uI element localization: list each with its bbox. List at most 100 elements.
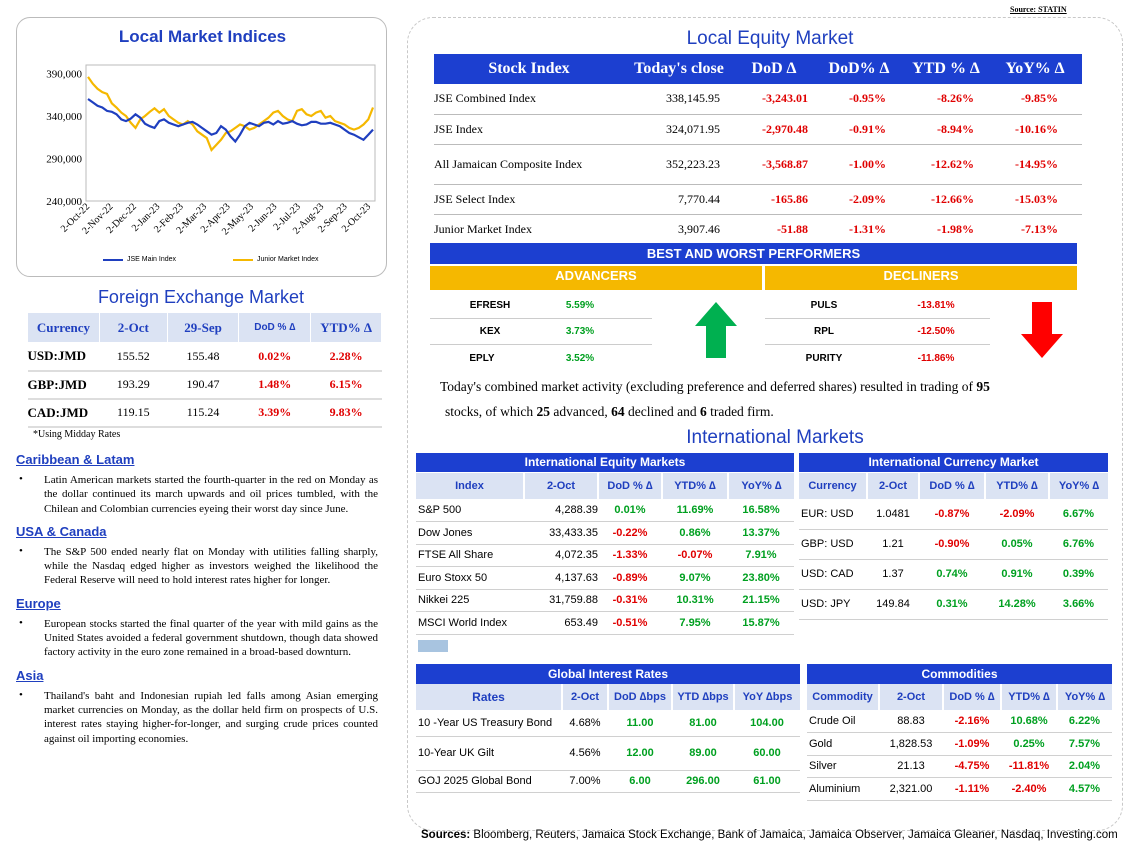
commodities-title: Commodities <box>807 664 1112 684</box>
index-dod: -1.33% <box>598 544 662 567</box>
commodity-dod: -2.16% <box>943 710 1001 733</box>
series-line-junior-market-index <box>87 76 375 153</box>
intl-equity-header: Index <box>416 473 525 499</box>
intl-equity-header: DoD % ∆ <box>598 473 663 499</box>
commodity-dod: -4.75% <box>943 755 1001 778</box>
rate-dod: 11.00 <box>608 710 672 737</box>
index-yoy: 23.80% <box>728 566 794 590</box>
chart-plot-area <box>85 64 376 202</box>
intl-currency-title: International Currency Market <box>799 453 1108 472</box>
sources-label: Sources: <box>421 829 471 841</box>
currency-ytd: 14.28% <box>985 589 1049 620</box>
rate-ytd: 81.00 <box>672 710 734 737</box>
intl-equity-row: Dow Jones 33,433.35 -0.22% 0.86% 13.37% <box>416 521 794 545</box>
commodities-header: Commodity <box>807 684 880 710</box>
index-ytd: 11.69% <box>662 499 728 522</box>
intl-currency-header: YoY% ∆ <box>1058 480 1100 492</box>
intl-equity-row: Nikkei 225 31,759.88 -0.31% 10.31% 21.15% <box>416 589 794 612</box>
fx-value: 155.48 <box>167 342 239 372</box>
news-text: European stocks started the final quarte… <box>44 617 378 659</box>
index-name: Nikkei 225 <box>416 589 524 612</box>
intl-title: International Markets <box>686 427 864 448</box>
fx-dod: 0.02% <box>238 342 311 372</box>
decliner-ticker: RPL <box>814 326 834 337</box>
decliner-row: PULS -13.81% <box>765 293 990 319</box>
fx-dod: 1.48% <box>238 370 311 400</box>
currency-pair: EUR: USD <box>799 499 867 530</box>
index-yoy: 21.15% <box>728 589 794 612</box>
index-dod: -0.89% <box>598 566 662 590</box>
legend-junior: Junior Market Index <box>233 256 318 263</box>
advancer-ticker: EFRESH <box>469 300 511 311</box>
fx-table: Currency 2-Oct 29-Sep DoD % ∆ YTD% ∆ USD… <box>27 312 382 428</box>
equity-row: Junior Market Index 3,907.46 -51.88 -1.3… <box>434 214 1082 244</box>
rate-dod: 6.00 <box>608 770 672 793</box>
fx-note: *Using Midday Rates <box>33 429 121 440</box>
equity-title: Local Equity Market <box>686 28 854 49</box>
rates-row: 10 -Year US Treasury Bond 4.68% 11.00 81.00… <box>416 710 800 737</box>
summary-text: traded firm. <box>706 404 774 419</box>
fx-header: DoD % ∆ <box>238 312 312 343</box>
currency-rate: 1.0481 <box>867 499 919 530</box>
equity-header: YoY% ∆ <box>1005 60 1065 77</box>
bullet-icon: • <box>19 616 23 629</box>
commodities-header: YoY% ∆ <box>1064 691 1106 703</box>
equity-header: Today's close <box>634 60 724 77</box>
equity-dodpct: -1.31% <box>849 221 886 236</box>
index-name: S&P 500 <box>416 499 524 522</box>
decliner-ticker: PURITY <box>805 352 843 364</box>
decliner-row: PURITY -11.86% <box>765 345 990 371</box>
index-close: 31,759.88 <box>524 589 598 612</box>
currency-rate: 149.84 <box>867 589 919 620</box>
news-section: Caribbean & Latam • Latin American marke… <box>16 452 378 746</box>
sources-text: Bloomberg, Reuters, Jamaica Stock Exchan… <box>470 829 1118 841</box>
equity-header: DoD ∆ <box>751 60 797 77</box>
source-note: Source: STATIN <box>1010 5 1067 14</box>
commodities-header: DoD % ∆ <box>943 684 1002 710</box>
currency-dod: -0.90% <box>919 529 985 560</box>
advancer-row: EFRESH 5.59% <box>430 293 652 319</box>
currency-yoy: 6.76% <box>1049 529 1108 560</box>
news-heading-caribbean: Caribbean & Latam <box>16 452 135 467</box>
equity-close: 324,071.95 <box>624 114 734 145</box>
news-block: Asia • Thailand's baht and Indonesian ru… <box>16 668 378 746</box>
summary-declined: 64 <box>611 404 625 419</box>
news-heading-asia: Asia <box>16 667 44 683</box>
fx-title: Foreign Exchange Market <box>97 287 305 307</box>
advancer-row: EPLY 3.52% <box>430 345 652 371</box>
fx-row: USD:JMD 155.52 155.48 0.02% 2.28% <box>27 342 382 372</box>
intl-equity-header-row: Index 2-Oct DoD % ∆ YTD% ∆ YoY% ∆ <box>416 473 794 499</box>
sources-footer: Sources: Bloomberg, Reuters, Jamaica Sto… <box>421 829 1118 841</box>
index-name: MSCI World Index <box>416 611 524 635</box>
index-ytd: 9.07% <box>662 566 728 590</box>
commodity-yoy: 6.22% <box>1057 710 1112 733</box>
rate-yoy: 61.00 <box>734 770 800 793</box>
commodity-price: 21.13 <box>879 755 943 778</box>
index-yoy: 16.58% <box>728 499 794 522</box>
commodity-dod: -1.11% <box>943 777 1001 801</box>
rate-dod: 12.00 <box>608 736 672 771</box>
y-tick-label: 290,000 <box>46 154 82 166</box>
equity-index-name: JSE Combined Index <box>434 84 624 115</box>
legend-swatch-junior <box>233 258 253 261</box>
equity-ytd: -12.66% <box>904 184 988 215</box>
rate-value: 4.68% <box>562 710 608 737</box>
currency-dod: 0.31% <box>919 589 985 620</box>
commodity-yoy: 4.57% <box>1057 777 1112 801</box>
fx-header: YTD% ∆ <box>310 312 382 343</box>
fx-header-row: Currency 2-Oct 29-Sep DoD % ∆ YTD% ∆ <box>27 312 382 343</box>
advancer-ticker: KEX <box>479 326 501 337</box>
equity-header: Stock Index <box>488 60 570 77</box>
advancer-row: KEX 3.73% <box>430 319 652 345</box>
y-tick-label: 340,000 <box>46 111 82 123</box>
intl-equity-title: International Equity Markets <box>416 453 794 472</box>
equity-dod: -3,568.87 <box>734 144 814 185</box>
intl-currency-header-row: Currency 2-Oct DoD % ∆ YTD% ∆ YoY% ∆ <box>799 473 1108 499</box>
rate-yoy: 60.00 <box>734 736 800 771</box>
index-yoy: 13.37% <box>728 521 794 545</box>
equity-yoy: -14.95% <box>988 144 1082 185</box>
news-text: The S&P 500 ended nearly flat on Monday … <box>44 545 378 587</box>
rates-header-row: Rates 2-Oct DoD ∆bps YTD ∆bps YoY ∆bps <box>416 684 800 710</box>
scrollbar-thumb[interactable] <box>418 640 448 652</box>
rate-value: 4.56% <box>562 736 608 771</box>
